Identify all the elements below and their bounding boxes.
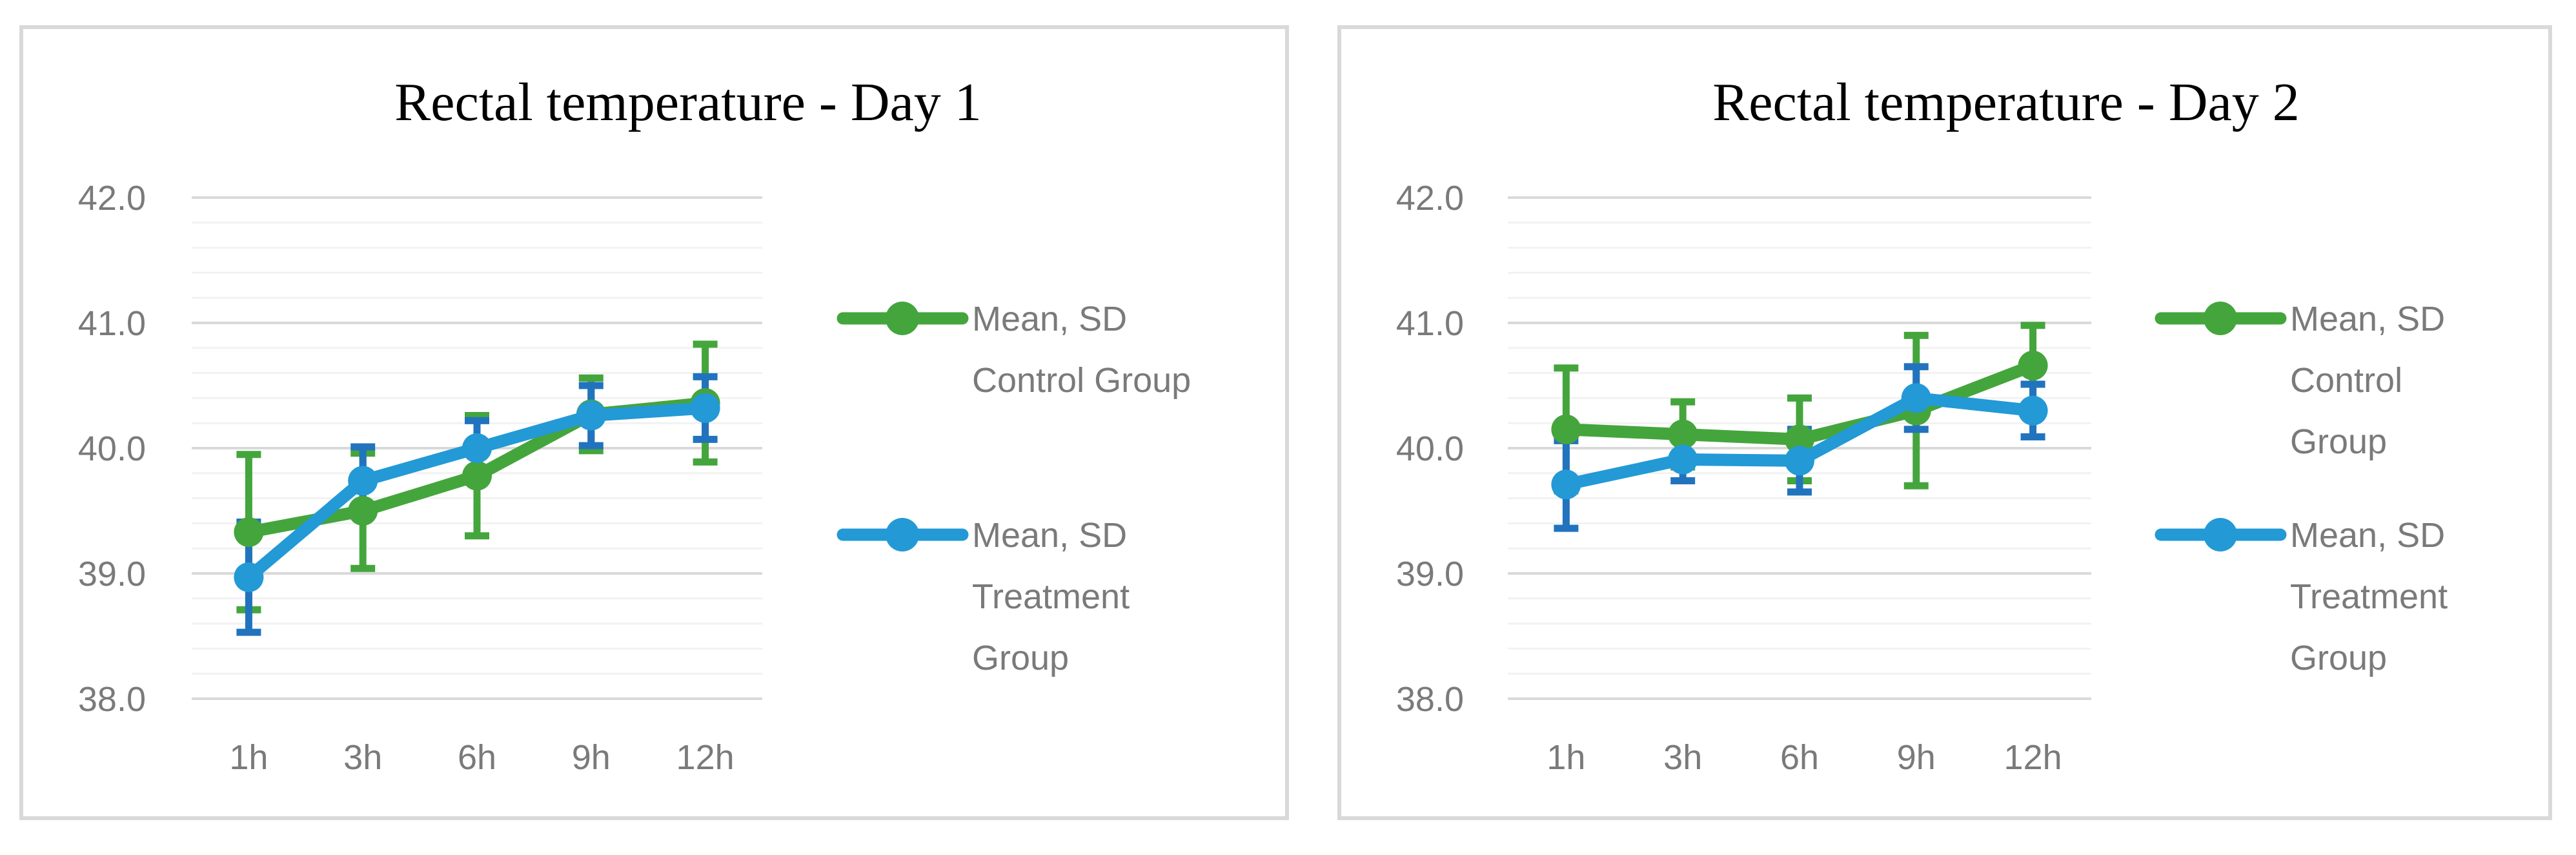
data-point-marker-control — [1551, 414, 1581, 444]
y-axis-tick-label: 42.0 — [1396, 179, 1464, 218]
data-point-marker-treatment — [1901, 383, 1931, 413]
chart-panel-day2: Rectal temperature - Day 2 42.0 41.0 40.0 3… — [1337, 25, 2552, 820]
x-axis-tick-label: 12h — [676, 738, 735, 777]
legend-label-line: Mean, SD — [2290, 516, 2445, 555]
data-point-marker-treatment — [234, 562, 264, 592]
x-axis-tick-label: 1h — [1547, 738, 1585, 777]
data-point-marker-treatment — [690, 393, 720, 423]
x-axis-tick-label: 6h — [1780, 738, 1819, 777]
chart-plot-day2: 42.0 41.0 40.0 39.0 38.0 1h 3h 6h 9h 12h Mean, SD C… — [1396, 179, 2448, 777]
chart-title-day2: Rectal temperature - Day 2 — [1712, 72, 2300, 132]
data-point-marker-control — [348, 496, 378, 526]
y-axis-tick-label: 38.0 — [78, 680, 146, 719]
x-axis-tick-label: 6h — [458, 738, 496, 777]
data-point-marker-treatment — [2018, 395, 2048, 426]
y-axis-tick-label: 41.0 — [78, 304, 146, 343]
data-point-marker-control — [2018, 350, 2048, 380]
y-axis-tick-label: 41.0 — [1396, 304, 1464, 343]
y-axis-tick-label: 39.0 — [1396, 555, 1464, 593]
legend-label-line: Mean, SD — [2290, 300, 2445, 338]
y-axis-tick-label: 38.0 — [1396, 680, 1464, 719]
legend-entry-control: Mean, SD Control Group — [2155, 300, 2445, 461]
x-axis-tick-label: 9h — [1897, 738, 1936, 777]
chart-title-day1: Rectal temperature - Day 1 — [394, 72, 982, 132]
data-point-marker-control — [462, 460, 492, 491]
legend-marker-circle — [2204, 518, 2237, 551]
legend-label-line: Treatment — [2290, 577, 2448, 616]
legend-marker-circle — [886, 518, 919, 551]
x-axis-tick-label: 12h — [2004, 738, 2062, 777]
legend-label-line: Group — [2290, 422, 2387, 461]
data-point-marker-treatment — [576, 400, 606, 431]
data-point-marker-control — [1785, 424, 1814, 455]
y-axis-tick-label: 40.0 — [1396, 429, 1464, 468]
legend-label-line: Control — [2290, 361, 2402, 400]
data-point-marker-treatment — [462, 433, 492, 463]
legend-marker-circle — [2204, 302, 2237, 335]
y-axis-tick-label: 40.0 — [78, 429, 146, 468]
legend-label-line: Control Group — [972, 361, 1191, 400]
legend-label-line: Treatment — [972, 577, 1130, 616]
x-axis-tick-label: 3h — [343, 738, 382, 777]
data-point-marker-treatment — [348, 466, 378, 496]
chart-panel-day1: Rectal temperature - Day 1 42.0 41.0 40.0 3… — [19, 25, 1289, 820]
x-axis-tick-label: 3h — [1663, 738, 1702, 777]
data-point-marker-control — [1668, 419, 1698, 449]
legend-marker-circle — [886, 302, 919, 335]
legend-label-line: Mean, SD — [972, 516, 1127, 555]
legend-entry-control: Mean, SD Control Group — [837, 300, 1191, 400]
legend-entry-treatment: Mean, SD Treatment Group — [837, 516, 1130, 677]
legend-label-line: Group — [972, 639, 1069, 677]
x-axis-tick-label: 9h — [572, 738, 611, 777]
y-axis-tick-label: 42.0 — [78, 179, 146, 218]
data-point-marker-control — [234, 517, 264, 547]
legend-label-line: Mean, SD — [972, 300, 1127, 338]
x-axis-tick-label: 1h — [229, 738, 268, 777]
chart-plot-day1: 42.0 41.0 40.0 39.0 38.0 1h 3h 6h 9h 12h Mean, SD C… — [78, 179, 1191, 777]
data-point-marker-treatment — [1785, 446, 1814, 476]
legend-label-line: Group — [2290, 639, 2387, 677]
data-point-marker-treatment — [1668, 444, 1698, 475]
data-point-marker-treatment — [1551, 469, 1581, 500]
y-axis-tick-label: 39.0 — [78, 555, 146, 593]
legend-entry-treatment: Mean, SD Treatment Group — [2155, 516, 2448, 677]
